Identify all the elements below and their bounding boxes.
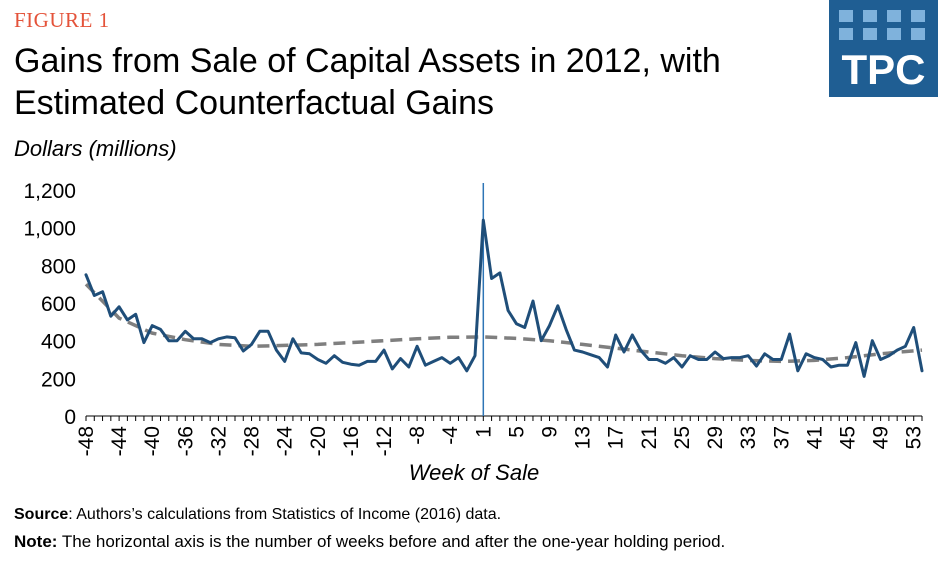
y-axis-unit-label: Dollars (millions) <box>14 136 177 161</box>
y-tick-label: 0 <box>64 406 76 429</box>
logo-square <box>887 28 901 40</box>
source-label: Source <box>14 506 69 523</box>
logo-square <box>839 28 853 40</box>
x-tick-label: 45 <box>837 426 860 449</box>
x-tick-label: 37 <box>770 426 793 449</box>
x-tick-label: 9 <box>539 426 562 438</box>
note-label: Note: <box>14 532 58 551</box>
x-tick-label: 17 <box>605 426 628 449</box>
x-tick-label: 49 <box>870 426 893 449</box>
logo-square <box>839 10 853 22</box>
x-tick-label: -28 <box>241 426 264 456</box>
x-tick-label: -4 <box>439 426 462 445</box>
source-text: : Authors’s calculations from Statistics… <box>68 506 502 523</box>
x-axis-title: Week of Sale <box>408 460 540 485</box>
x-tick-label: 13 <box>572 426 595 449</box>
x-tick-label: -48 <box>75 426 98 456</box>
x-tick-label: -24 <box>274 426 297 457</box>
logo-square <box>911 28 925 40</box>
logo-square <box>863 10 877 22</box>
x-tick-label: 41 <box>803 426 826 449</box>
x-tick-label: -16 <box>340 426 363 456</box>
actual-gains-line <box>84 218 924 378</box>
source-line: Source: Authors’s calculations from Stat… <box>14 506 501 524</box>
y-tick-label: 1,000 <box>23 218 76 241</box>
y-tick-label: 600 <box>41 293 76 316</box>
tpc-logo: TPC <box>829 0 938 97</box>
x-tick-label: -44 <box>108 426 131 457</box>
y-tick-label: 400 <box>41 331 76 354</box>
note-line: Note: The horizontal axis is the number … <box>14 532 725 552</box>
x-tick-label: -36 <box>174 426 197 456</box>
logo-text: TPC <box>841 46 926 93</box>
x-tick-label: 25 <box>671 426 694 449</box>
x-tick-label: -12 <box>373 426 396 456</box>
logo-square <box>887 10 901 22</box>
x-tick-label: 21 <box>638 426 661 449</box>
chart-title: Gains from Sale of Capital Assets in 201… <box>14 42 721 122</box>
x-tick-label: 53 <box>903 426 926 449</box>
x-tick-label: -40 <box>141 426 164 456</box>
x-tick-label: -8 <box>406 426 429 445</box>
logo-square <box>863 28 877 40</box>
x-tick-label: 1 <box>472 426 495 438</box>
x-tick-label: 29 <box>704 426 727 449</box>
note-text: The horizontal axis is the number of wee… <box>57 532 726 551</box>
y-tick-label: 1,200 <box>23 180 76 203</box>
x-tick-label: -20 <box>307 426 330 456</box>
y-tick-label: 200 <box>41 368 76 391</box>
x-tick-label: 33 <box>737 426 760 449</box>
x-tick-label: -32 <box>207 426 230 456</box>
x-tick-label: 5 <box>505 426 528 438</box>
figure-label: FIGURE 1 <box>14 8 110 32</box>
logo-square <box>911 10 925 22</box>
y-tick-label: 800 <box>41 255 76 278</box>
counterfactual-gains-line <box>84 282 923 364</box>
